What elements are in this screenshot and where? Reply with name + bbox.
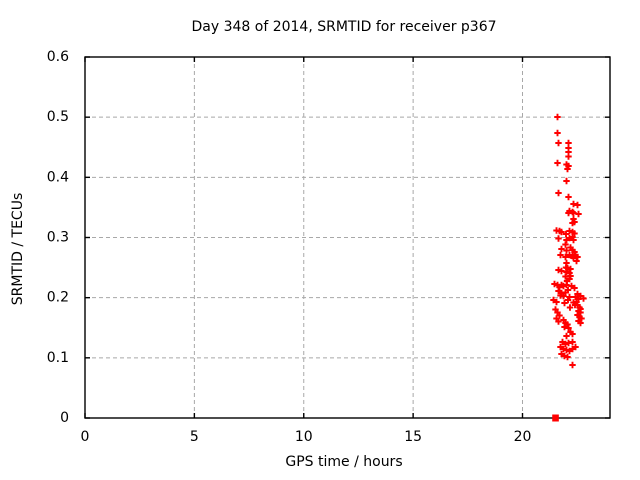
y-tick-label: 0.3 (47, 230, 69, 246)
tick-labels: 0 5 10 15 20 0 0.1 0.2 0.3 0.4 0.5 0.6 (47, 49, 532, 445)
x-tick-label: 0 (81, 429, 90, 445)
y-tick-label: 0.2 (47, 290, 69, 306)
gridlines (85, 57, 610, 418)
x-tick-label: 10 (295, 429, 313, 445)
y-axis-label: SRMTID / TECUs (10, 193, 26, 306)
x-tick-label: 20 (514, 429, 532, 445)
y-tick-label: 0 (60, 410, 69, 426)
zero-value-marker (552, 414, 559, 422)
y-tick-label: 0.4 (47, 169, 69, 185)
chart-title: Day 348 of 2014, SRMTID for receiver p36… (191, 19, 496, 35)
y-tick-label: 0.6 (47, 49, 69, 65)
y-tick-label: 0.1 (47, 350, 69, 366)
axis-ticks (84, 56, 610, 419)
scatter-series-markers (550, 113, 587, 369)
x-axis-label: GPS time / hours (285, 454, 402, 470)
data-points (550, 113, 587, 422)
y-tick-label: 0.5 (47, 109, 69, 125)
x-tick-label: 15 (404, 429, 422, 445)
x-tick-label: 5 (190, 429, 199, 445)
